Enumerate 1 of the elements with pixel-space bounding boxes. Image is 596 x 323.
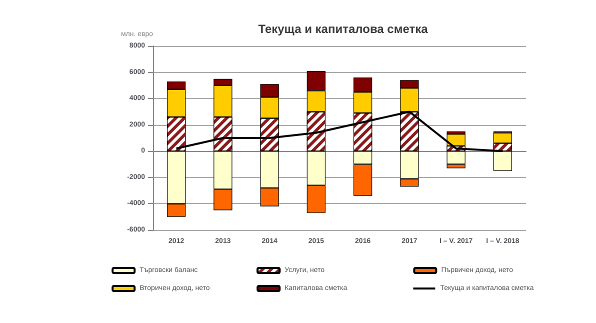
chart-title: Текуща и капиталова сметка: [258, 22, 428, 36]
